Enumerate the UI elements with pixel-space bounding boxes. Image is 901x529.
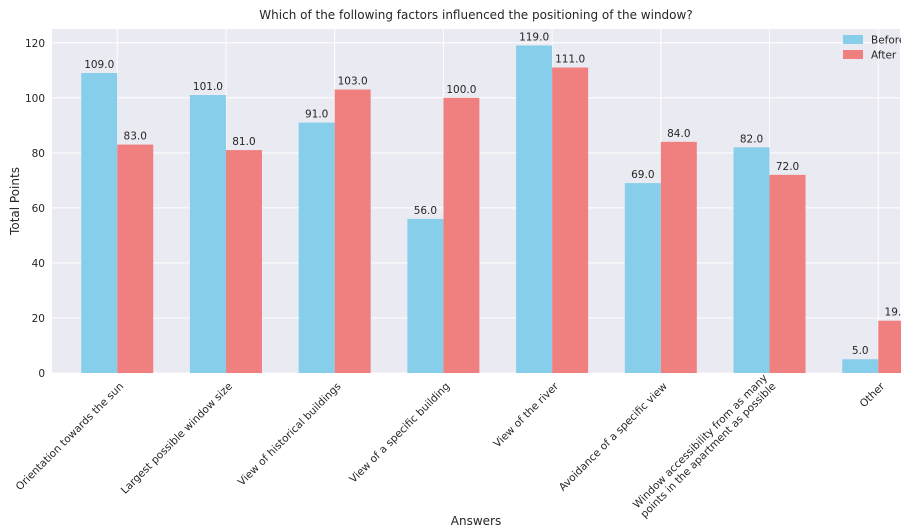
data-label: 82.0 (740, 133, 763, 145)
bar-before (624, 183, 661, 373)
data-label: 81.0 (232, 136, 255, 148)
bar-after (878, 320, 901, 373)
y-tick-label: 0 (38, 368, 45, 380)
data-label: 109.0 (84, 59, 114, 71)
y-axis-label: Total Points (8, 167, 22, 236)
legend-swatch-after (843, 50, 863, 59)
x-tick-label: Other (858, 380, 888, 410)
data-labels: 109.0 83.0 101.0 81.0 91.0 103.0 56.0 100.0 119.… (84, 32, 901, 358)
bar-after (769, 174, 806, 373)
x-axis-label: Answers (451, 514, 501, 528)
data-label: 19.0 (885, 307, 901, 319)
x-tick-label-line: points in the apartment as possible (638, 380, 778, 520)
y-tick-label: 20 (32, 313, 45, 325)
chart-title: Which of the following factors influence… (259, 8, 692, 22)
x-tick-label-line: View of a specific building (347, 380, 452, 485)
bar-after (334, 89, 371, 373)
x-tick-label: Avoidance of a specific view (557, 380, 670, 493)
y-tick-label: 120 (25, 38, 45, 50)
bar-after (225, 150, 262, 373)
bar-before (733, 147, 770, 373)
bar-before (189, 95, 226, 373)
y-tick-labels: 0 20 40 60 80 100 120 (25, 38, 45, 380)
data-label: 56.0 (414, 205, 437, 217)
data-label: 84.0 (667, 128, 690, 140)
x-tick-label: View of a specific building (347, 380, 452, 485)
bar-before (407, 218, 444, 373)
data-label: 119.0 (519, 32, 549, 44)
x-tick-label: Largest possible window size (119, 380, 235, 496)
data-label: 69.0 (631, 169, 654, 181)
x-tick-label: Orientation towards the sun (14, 380, 127, 493)
bars (81, 45, 901, 374)
data-label: 72.0 (776, 161, 799, 173)
y-tick-label: 60 (32, 203, 45, 215)
bar-after (443, 97, 480, 374)
x-tick-label-line: Other (858, 380, 888, 410)
bar-before (81, 73, 118, 374)
bar-after (660, 141, 697, 373)
x-tick-label-line: Orientation towards the sun (14, 380, 127, 493)
legend-swatch-before (843, 35, 863, 44)
data-label: 83.0 (124, 131, 147, 143)
data-label: 111.0 (555, 54, 585, 66)
legend-label-before: Before (871, 35, 901, 47)
x-tick-label-line: View of historical buildings (236, 380, 344, 488)
data-label: 100.0 (446, 84, 476, 96)
legend: Before After (843, 35, 901, 62)
data-label: 103.0 (338, 76, 368, 88)
bar-after (117, 144, 154, 373)
legend-label-after: After (871, 50, 897, 62)
bar-before (842, 359, 879, 373)
y-tick-label: 80 (32, 148, 45, 160)
y-tick-label: 40 (32, 258, 45, 270)
data-label: 5.0 (852, 345, 869, 357)
x-tick-label-line: View of the river (491, 380, 561, 450)
data-label: 91.0 (305, 109, 328, 121)
x-tick-label: View of historical buildings (236, 380, 344, 488)
bar-after (552, 67, 589, 373)
x-tick-label: View of the river (491, 380, 561, 450)
bar-before (516, 45, 553, 374)
x-tick-label-line: Largest possible window size (119, 380, 235, 496)
bar-before (298, 122, 335, 374)
y-tick-label: 100 (25, 93, 45, 105)
data-label: 101.0 (193, 81, 223, 93)
x-tick-label-line: Avoidance of a specific view (557, 380, 670, 493)
